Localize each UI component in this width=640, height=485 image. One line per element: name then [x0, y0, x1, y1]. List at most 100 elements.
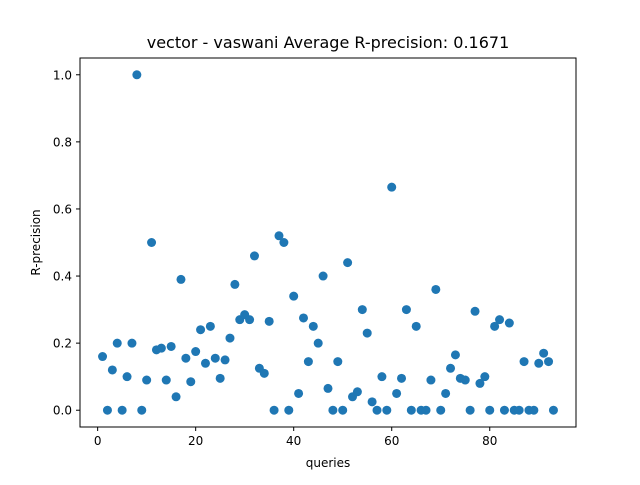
- data-point: [377, 372, 387, 382]
- data-point: [269, 405, 279, 415]
- data-point: [298, 313, 308, 323]
- data-point: [205, 321, 215, 331]
- data-point: [264, 316, 274, 326]
- y-tick-label: 0.6: [53, 202, 72, 216]
- data-points: [98, 70, 558, 415]
- data-point: [465, 405, 475, 415]
- data-point: [166, 341, 176, 351]
- y-tick-label: 1.0: [53, 68, 72, 82]
- data-point: [539, 348, 549, 358]
- data-point: [519, 357, 529, 367]
- data-point: [245, 315, 255, 325]
- x-tick-label: 40: [286, 434, 301, 448]
- y-tick-label: 0.2: [53, 337, 72, 351]
- data-point: [343, 258, 353, 268]
- data-point: [544, 357, 554, 367]
- data-point: [176, 274, 186, 284]
- data-point: [352, 387, 362, 397]
- data-point: [401, 305, 411, 315]
- data-point: [499, 405, 509, 415]
- data-point: [147, 238, 157, 247]
- x-tick-label: 80: [482, 434, 497, 448]
- data-point: [181, 353, 191, 363]
- data-point: [200, 358, 210, 368]
- data-point: [436, 405, 446, 415]
- data-point: [156, 343, 166, 353]
- data-point: [460, 375, 470, 385]
- data-point: [196, 325, 206, 335]
- data-point: [338, 405, 348, 415]
- data-point: [490, 321, 500, 331]
- data-point: [421, 405, 431, 415]
- y-tick-label: 0.0: [53, 404, 72, 418]
- data-point: [132, 70, 142, 80]
- data-point: [514, 405, 524, 415]
- data-point: [171, 392, 181, 402]
- data-point: [142, 375, 152, 385]
- data-point: [367, 397, 377, 407]
- x-tick-label: 0: [94, 434, 102, 448]
- data-point: [259, 368, 269, 378]
- data-point: [249, 251, 259, 261]
- data-point: [303, 357, 313, 367]
- data-point: [495, 315, 505, 325]
- data-point: [279, 238, 289, 247]
- x-tick-label: 60: [384, 434, 399, 448]
- y-tick-label: 0.4: [53, 270, 72, 284]
- data-point: [446, 363, 456, 373]
- x-axis-label: queries: [306, 456, 351, 470]
- data-point: [397, 373, 407, 383]
- data-point: [362, 328, 372, 338]
- data-point: [284, 405, 294, 415]
- data-point: [333, 357, 343, 367]
- plot-frame: [79, 57, 577, 428]
- data-point: [387, 182, 397, 192]
- data-point: [357, 305, 367, 315]
- data-point: [215, 373, 225, 383]
- data-point: [186, 377, 196, 387]
- axis-ticks: 0 20 40 60 80 0.0 0.2 0.4 0.6 0.8 1.0: [53, 68, 497, 448]
- data-point: [274, 231, 284, 241]
- data-point: [406, 405, 416, 415]
- data-point: [225, 333, 235, 343]
- data-point: [122, 372, 132, 382]
- data-point: [161, 375, 171, 385]
- x-tick-label: 20: [188, 434, 203, 448]
- data-point: [328, 405, 338, 415]
- data-point: [431, 284, 441, 294]
- data-point: [220, 355, 230, 365]
- data-point: [98, 352, 108, 362]
- data-point: [480, 372, 490, 382]
- data-point: [548, 405, 558, 415]
- data-point: [372, 405, 382, 415]
- data-point: [392, 388, 402, 398]
- data-point: [318, 271, 328, 281]
- data-point: [504, 318, 514, 328]
- chart-title: vector - vaswani Average R-precision: 0.…: [147, 33, 510, 52]
- data-point: [534, 358, 544, 368]
- data-point: [323, 383, 333, 393]
- y-axis-label: R-precision: [29, 209, 43, 275]
- y-tick-label: 0.8: [53, 135, 72, 149]
- data-point: [127, 338, 137, 348]
- data-point: [210, 353, 220, 363]
- data-point: [117, 405, 127, 415]
- data-point: [450, 350, 460, 360]
- data-point: [411, 321, 421, 331]
- data-point: [294, 388, 304, 398]
- data-point: [426, 375, 436, 385]
- data-point: [102, 405, 112, 415]
- data-point: [137, 405, 147, 415]
- data-point: [475, 378, 485, 388]
- data-point: [382, 405, 392, 415]
- data-point: [529, 405, 539, 415]
- data-point: [313, 338, 323, 348]
- data-point: [470, 306, 480, 316]
- data-point: [485, 405, 495, 415]
- data-point: [112, 338, 122, 348]
- data-point: [107, 365, 117, 375]
- data-point: [441, 388, 451, 398]
